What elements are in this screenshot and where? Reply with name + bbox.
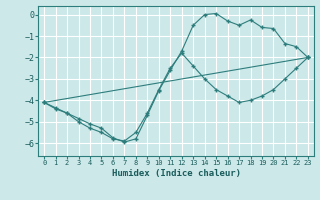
- X-axis label: Humidex (Indice chaleur): Humidex (Indice chaleur): [111, 169, 241, 178]
